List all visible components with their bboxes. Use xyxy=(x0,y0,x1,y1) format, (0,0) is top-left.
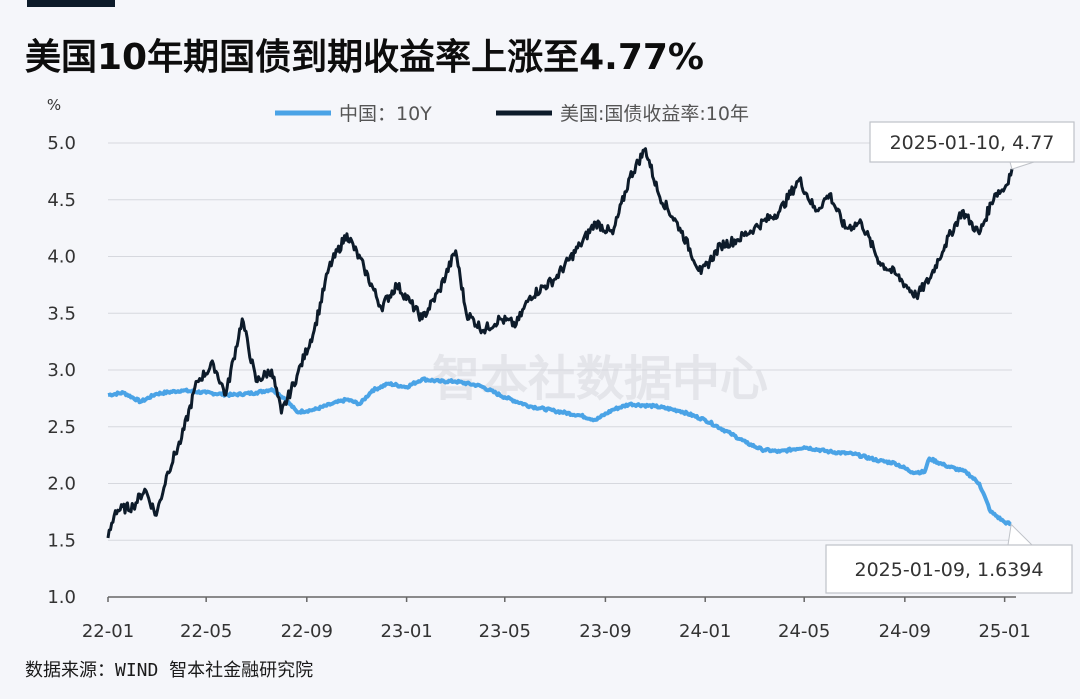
legend-label-us-10y: 美国:国债收益率:10年 xyxy=(560,103,749,125)
y-tick-label: 2.0 xyxy=(47,474,76,495)
x-tick-label: 23-05 xyxy=(479,621,531,642)
x-tick-label: 24-01 xyxy=(679,621,731,642)
y-tick-label: 1.0 xyxy=(47,587,76,608)
x-tick-label: 22-01 xyxy=(82,621,134,642)
gridlines xyxy=(108,142,1012,598)
x-tick-label: 24-09 xyxy=(879,621,931,642)
annotation-box xyxy=(825,544,1073,594)
x-tick-label: 22-09 xyxy=(281,621,333,642)
annotation-box xyxy=(869,121,1075,163)
legend: 中国：10Y 美国:国债收益率:10年 xyxy=(275,103,749,125)
x-tick-label: 23-01 xyxy=(380,621,432,642)
x-tick-label: 23-09 xyxy=(579,621,631,642)
y-tick-label: 4.5 xyxy=(47,190,76,211)
y-tick-label: 3.5 xyxy=(47,303,76,324)
x-tick-label: 25-01 xyxy=(978,621,1030,642)
watermark: 智本社数据中心 xyxy=(432,351,768,407)
y-axis-unit-label: % xyxy=(47,96,61,114)
y-axis-ticks: 1.0 1.5 2.0 2.5 3.0 3.5 4.0 4.5 5.0 xyxy=(47,133,76,608)
data-source-note: 数据来源：WIND 智本社金融研究院 xyxy=(25,660,314,681)
legend-label-china-10y: 中国：10Y xyxy=(339,103,432,125)
y-tick-label: 2.5 xyxy=(47,417,76,438)
x-tick-label: 22-05 xyxy=(180,621,232,642)
annotation-label: 2025-01-10, 4.77 xyxy=(890,132,1055,154)
series-lines xyxy=(106,147,1014,539)
annotation-pointer xyxy=(1007,523,1034,546)
y-tick-label: 4.0 xyxy=(47,247,76,268)
y-tick-label: 3.0 xyxy=(47,360,76,381)
x-tick-label: 24-05 xyxy=(778,621,830,642)
y-tick-label: 1.5 xyxy=(47,530,76,551)
chart-title: 美国10年期国债到期收益率上涨至4.77% xyxy=(25,37,704,78)
annotation-pointer xyxy=(1009,161,1035,170)
x-axis: 22-01 22-05 22-09 23-01 23-05 23-09 24-01 24-05… xyxy=(82,596,1031,642)
annotations: 2025-01-10, 4.77 2025-01-09, 1.6394 xyxy=(825,121,1075,594)
y-tick-label: 5.0 xyxy=(47,133,76,154)
series-line-us-10y xyxy=(106,147,1014,539)
series-line-china-10y xyxy=(107,376,1012,527)
title-accent-bar xyxy=(27,0,115,7)
annotation-label: 2025-01-09, 1.6394 xyxy=(855,559,1044,581)
